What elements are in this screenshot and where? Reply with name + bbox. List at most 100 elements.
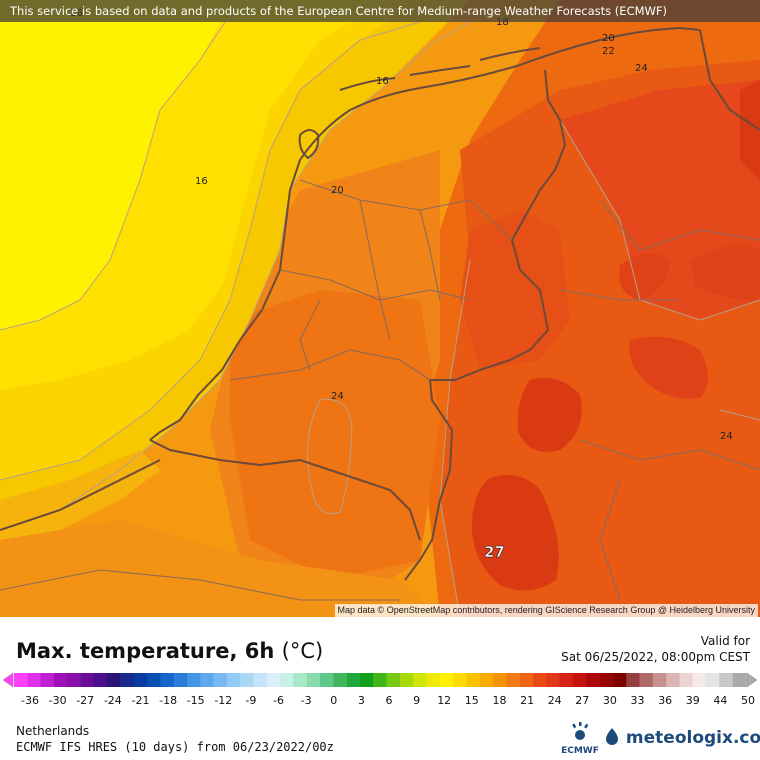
ecmwf-logo-icon: ECMWF	[561, 722, 599, 756]
temperature-map[interactable]: 16 16 18 16 20 20 22 24 24 24 27 This se…	[0, 0, 760, 617]
color-scale-cell	[479, 673, 494, 687]
color-scale-tick: 39	[686, 694, 700, 707]
color-scale-cell	[386, 673, 401, 687]
color-scale-cell	[80, 673, 95, 687]
temp-zone-south	[0, 520, 440, 617]
color-scale-cell	[652, 673, 667, 687]
state-line-4	[599, 479, 621, 601]
meteologix-drop-icon	[606, 728, 618, 745]
island-texel	[298, 129, 320, 160]
color-scale: -36 -30 -27 -24 -21 -18 -15 -12 -9 -6 -3 0 3 6 9 12 15 18…	[2, 672, 758, 707]
contour-20-line	[59, 21, 471, 511]
province-line-5	[419, 209, 441, 301]
temp-zone-hotspot-3	[619, 253, 670, 300]
temp-zone-hotspot-4	[690, 244, 760, 300]
color-scale-tick: -24	[104, 694, 122, 707]
borders	[0, 26, 760, 581]
color-scale-cell	[160, 673, 175, 687]
color-scale-cell	[413, 673, 428, 687]
color-scale-tick: 12	[437, 694, 451, 707]
color-scale-cell	[506, 673, 521, 687]
color-scale-cell	[466, 673, 481, 687]
max-temperature-label: 27	[484, 543, 505, 561]
contour-label: 24	[331, 391, 344, 402]
color-scale-cell	[586, 673, 601, 687]
temp-zone-hotspot-2	[629, 336, 708, 399]
color-scale-cell	[599, 673, 614, 687]
contour-label: 20	[602, 33, 615, 44]
color-scale-tick: 30	[603, 694, 617, 707]
contour-label: 22	[602, 46, 615, 57]
color-scale-cell	[173, 673, 188, 687]
color-scale-cell	[346, 673, 361, 687]
brand-name: meteologix.com	[625, 728, 760, 748]
color-scale-tick: 36	[658, 694, 672, 707]
color-scale-tick: 15	[465, 694, 479, 707]
color-scale-cell	[706, 673, 720, 687]
color-scale-cell	[360, 673, 374, 687]
border-nl-de	[404, 69, 567, 581]
contour-label: 18	[496, 17, 509, 28]
color-scale-cell	[626, 673, 641, 687]
brand-logo[interactable]: meteologix.com	[604, 727, 760, 748]
color-scale-cell	[213, 673, 228, 687]
model-run: ECMWF IFS HRES (10 days) from 06/23/2022…	[16, 740, 334, 754]
contour-16-line	[0, 21, 226, 331]
state-line-1	[599, 199, 760, 251]
temp-zone-hotspot-max	[471, 474, 559, 591]
color-scale-tick: -36	[21, 694, 39, 707]
map-canvas: 16 16 18 16 20 20 22 24 24 24 27	[0, 0, 760, 617]
color-scale-cell	[306, 673, 321, 687]
color-scale-cell	[53, 673, 68, 687]
color-scale-tick: -9	[245, 694, 256, 707]
contour-label: 20	[331, 185, 344, 196]
region-name: Netherlands	[16, 724, 90, 738]
contour-18-line	[0, 21, 421, 481]
scale-arrow-right-icon	[746, 672, 758, 688]
province-line-6	[299, 299, 321, 371]
border-be-south	[0, 569, 400, 601]
color-scale-cell	[280, 673, 295, 687]
contour-label: 24	[720, 431, 733, 442]
contour-24-line-a	[439, 259, 471, 617]
color-scale-tick: 6	[386, 694, 393, 707]
color-scale-cell	[226, 673, 241, 687]
state-line-3	[559, 289, 680, 301]
color-scale-cell	[27, 673, 42, 687]
color-scale-cell	[293, 673, 308, 687]
color-scale-cell	[107, 673, 122, 687]
color-scale-cell	[320, 673, 335, 687]
color-scale-tick: -15	[187, 694, 205, 707]
island-terschelling	[409, 65, 471, 76]
contour-label: 24	[635, 63, 648, 74]
border-be-fr	[0, 459, 161, 531]
valid-label: Valid for	[700, 634, 750, 648]
color-scale-cell	[266, 673, 281, 687]
color-scale-cell	[240, 673, 255, 687]
color-scale-tick: 18	[493, 694, 507, 707]
color-scale-tick: -27	[76, 694, 94, 707]
map-attribution[interactable]: Map data © OpenStreetMap contributors, r…	[334, 604, 758, 617]
color-scale-cell	[732, 673, 747, 687]
color-scale-cell	[453, 673, 468, 687]
state-line-2	[579, 439, 760, 471]
color-scale-cell	[67, 673, 82, 687]
contour-labels: 16 16 18 16 20 20 22 24 24 24	[70, 8, 733, 442]
map-title: Max. temperature, 6h (°C)	[16, 639, 323, 663]
color-scale-tick: -30	[49, 694, 67, 707]
color-scale-tick: 44	[713, 694, 727, 707]
color-scale-tick: 0	[330, 694, 337, 707]
island-vlieland	[339, 77, 396, 91]
svg-text:ECMWF: ECMWF	[561, 746, 599, 756]
province-line-4	[359, 199, 391, 341]
color-scale-tick: -18	[159, 694, 177, 707]
color-scale-cell	[679, 673, 694, 687]
color-scale-tick: 27	[575, 694, 589, 707]
color-scale-cells	[14, 673, 747, 687]
contour-24-line-c	[719, 409, 760, 421]
scale-arrow-left-icon	[2, 672, 14, 688]
color-scale-tick: 33	[631, 694, 645, 707]
contour-label: 16	[376, 76, 389, 87]
color-scale-cell	[439, 673, 454, 687]
